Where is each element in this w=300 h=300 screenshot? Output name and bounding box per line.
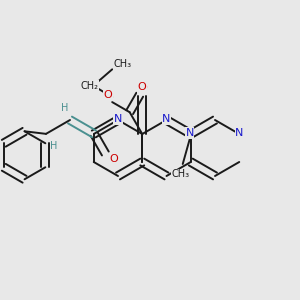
Text: O: O <box>137 82 146 92</box>
Text: O: O <box>138 83 147 93</box>
Text: O: O <box>104 90 112 100</box>
Text: O: O <box>109 154 118 164</box>
Text: CH₂: CH₂ <box>80 81 98 91</box>
Text: H: H <box>50 141 58 151</box>
Text: H: H <box>61 103 69 113</box>
Text: CH₃: CH₃ <box>113 59 131 69</box>
Text: N: N <box>162 114 171 124</box>
Text: N: N <box>186 128 194 138</box>
Text: CH₃: CH₃ <box>172 169 190 179</box>
Text: N: N <box>114 114 122 124</box>
Text: N: N <box>235 128 243 138</box>
